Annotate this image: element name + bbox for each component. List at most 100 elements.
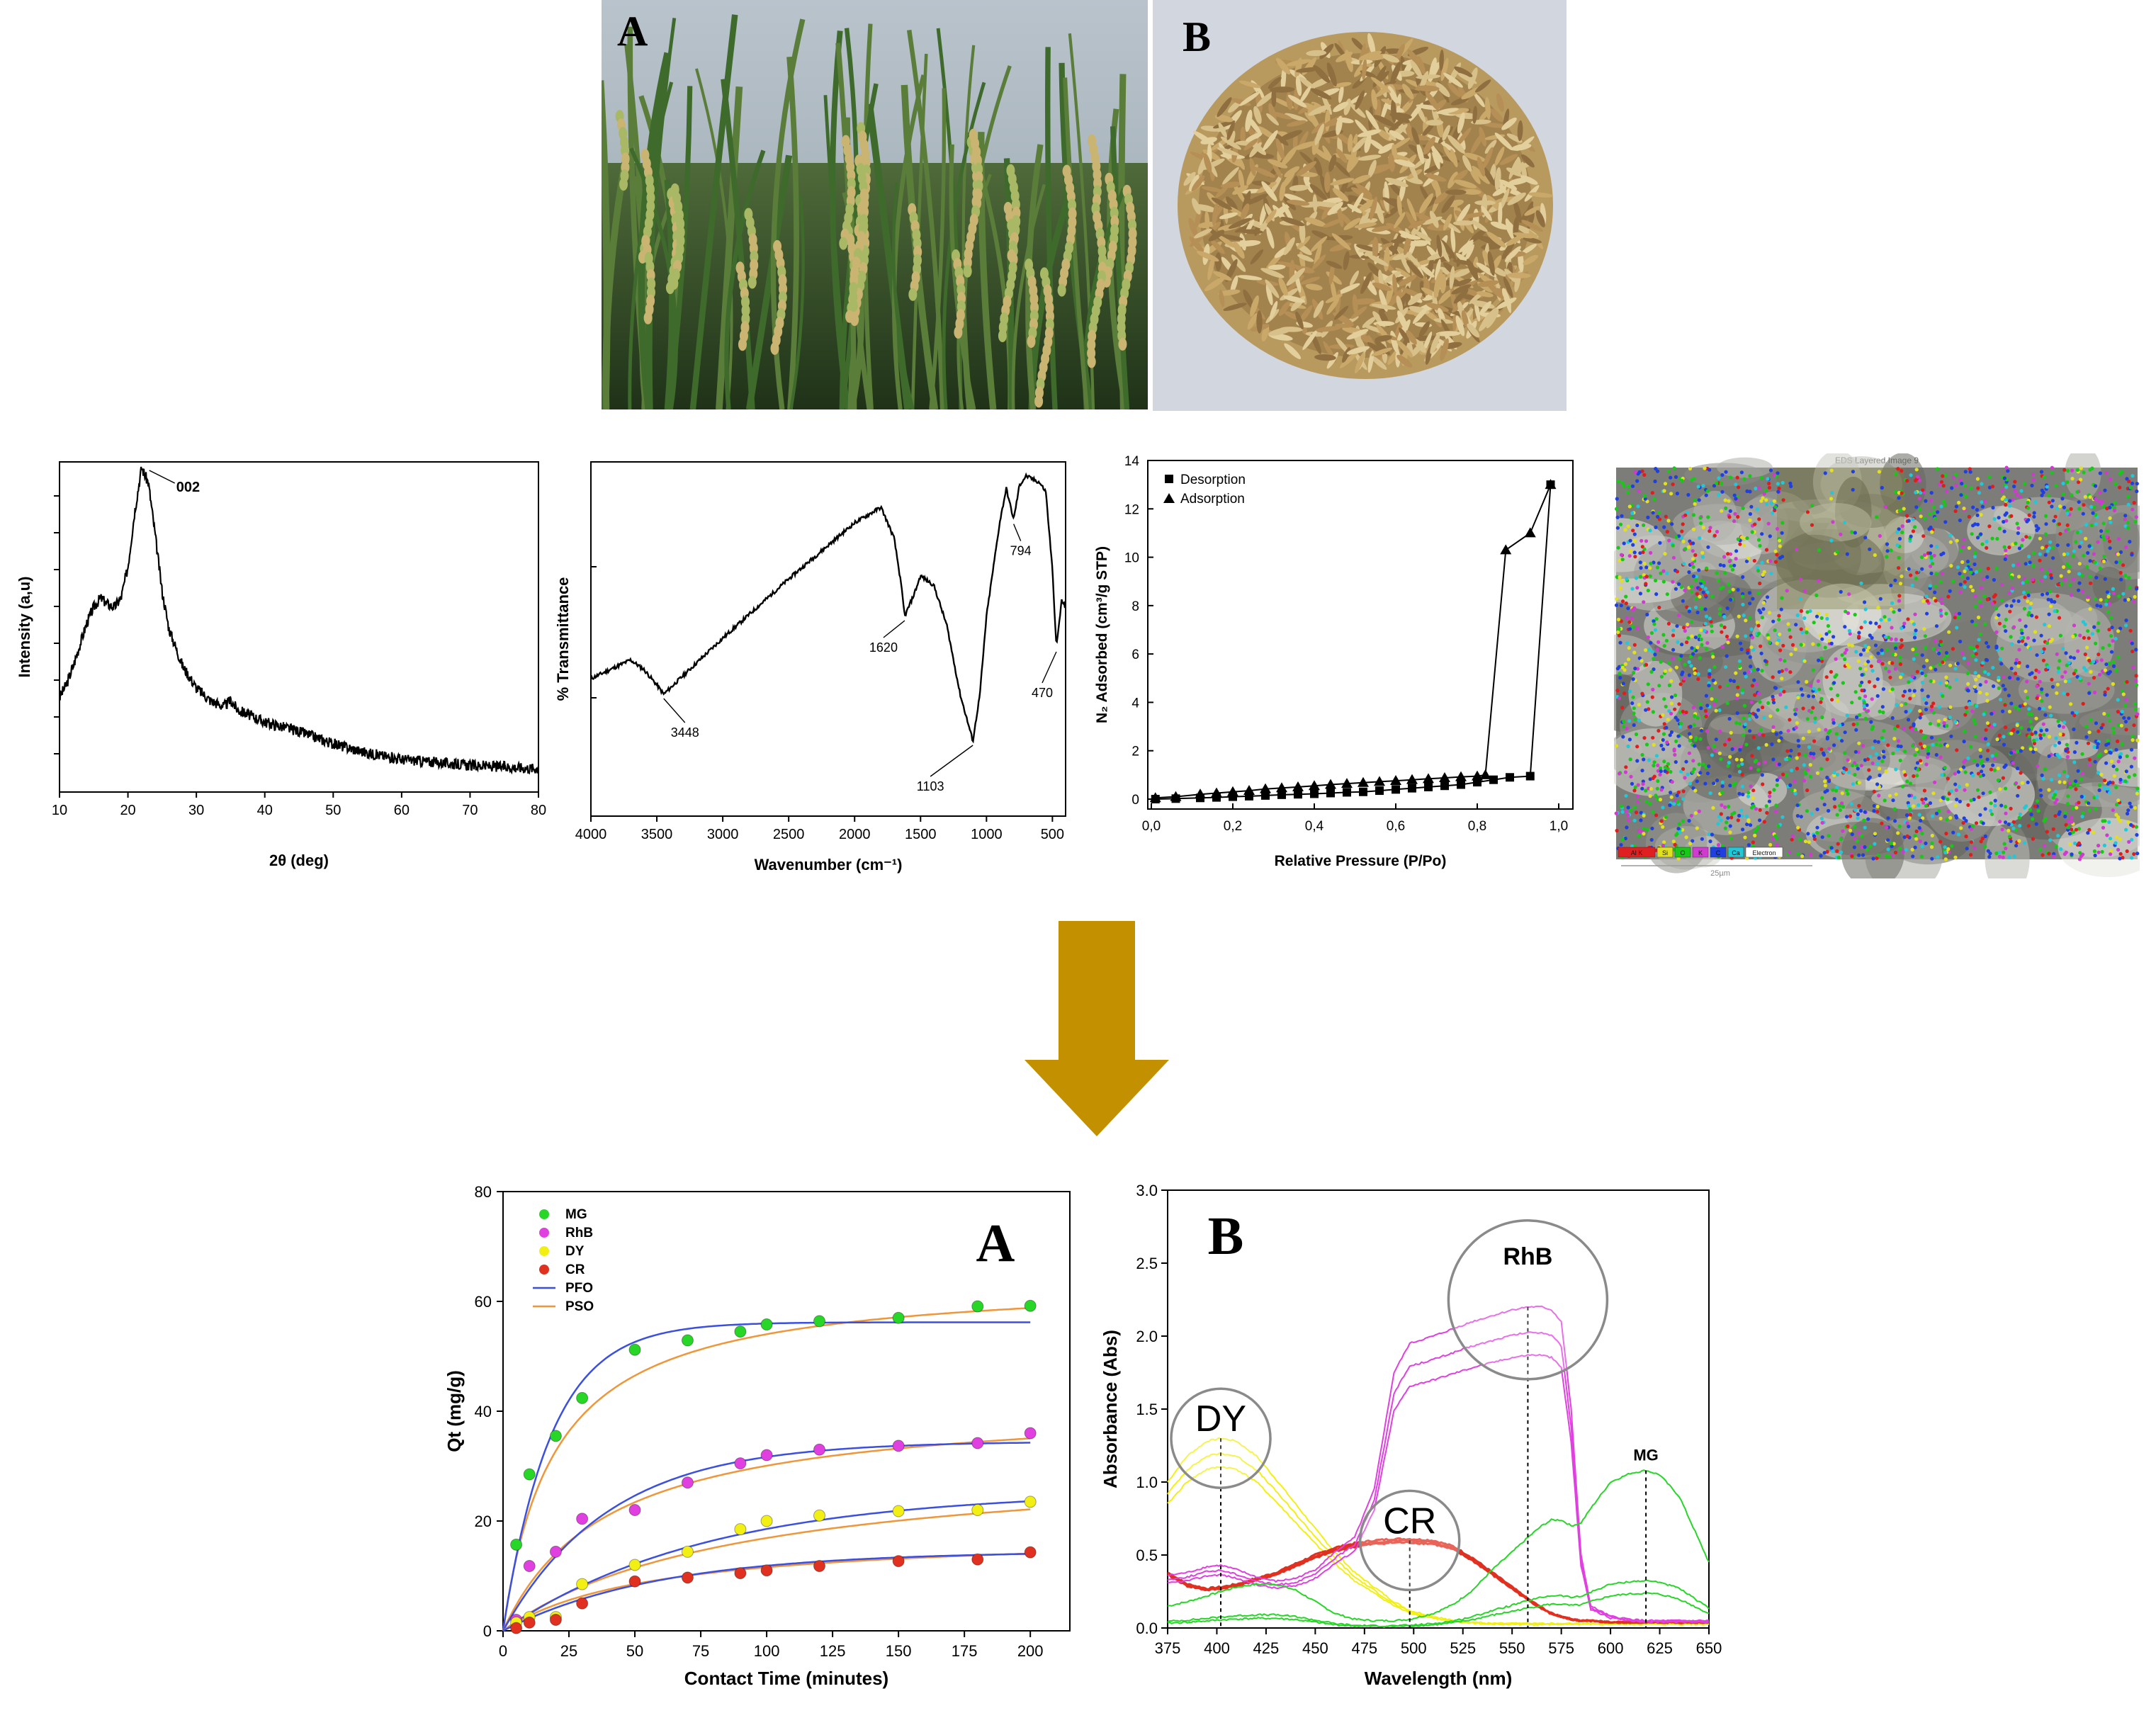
eds-element-dot (1729, 598, 1733, 602)
eds-element-dot (2107, 718, 2111, 723)
husk-grain (1285, 113, 1308, 122)
husk-grain (1241, 203, 1250, 220)
eds-element-dot (1651, 511, 1655, 515)
eds-element-dot (1943, 845, 1947, 849)
eds-element-dot (1941, 660, 1945, 665)
eds-element-dot (1665, 571, 1669, 575)
eds-element-dot (1894, 792, 1898, 796)
eds-element-dot (1840, 791, 1844, 796)
eds-element-dot (2062, 565, 2066, 569)
eds-element-dot (2071, 806, 2075, 810)
eds-element-dot (2108, 780, 2112, 784)
bet-adsorption-point (1406, 774, 1418, 784)
eds-element-dot (2130, 649, 2135, 654)
eds-element-dot (1627, 627, 1632, 631)
husk-grain (1397, 274, 1417, 287)
eds-element-dot (2103, 668, 2108, 672)
husk-grain (1350, 306, 1367, 320)
eds-element-dot (1680, 529, 1684, 533)
husk-grain (1343, 251, 1350, 271)
eds-element-dot (1767, 799, 1771, 803)
eds-element-dot (1890, 601, 1895, 605)
eds-element-dot (2026, 665, 2030, 669)
eds-element-dot (1637, 656, 1642, 660)
eds-element-dot (1840, 801, 1844, 805)
eds-element-dot (1705, 729, 1709, 733)
eds-element-dot (1693, 498, 1697, 502)
eds-element-dot (1870, 725, 1875, 729)
eds-element-dot (2047, 754, 2051, 758)
eds-element-dot (2091, 660, 2096, 664)
eds-element-dot (1642, 832, 1646, 836)
husk-grain (1390, 62, 1401, 84)
eds-element-dot (2034, 668, 2038, 672)
husk-grain (1256, 91, 1275, 107)
eds-element-dot (1824, 728, 1828, 732)
eds-element-dot (2113, 637, 2118, 641)
eds-element-dot (2133, 519, 2138, 524)
eds-element-dot (1886, 838, 1890, 842)
eds-element-dot (1831, 718, 1835, 722)
eds-element-dot (1773, 686, 1778, 690)
eds-element-dot (1742, 543, 1746, 548)
eds-element-dot (1686, 622, 1690, 627)
eds-element-dot (1909, 534, 1913, 538)
eds-element-dot (1879, 618, 1883, 622)
eds-element-dot (1771, 675, 1775, 679)
eds-element-dot (2075, 740, 2079, 745)
eds-element-dot (1694, 735, 1698, 740)
husk-grain (1453, 288, 1469, 304)
eds-element-dot (2032, 514, 2036, 519)
kinetics-ylabel: Qt (mg/g) (444, 1370, 465, 1452)
eds-element-dot (1669, 730, 1674, 735)
eds-element-dot (1703, 621, 1708, 626)
eds-element-dot (1811, 706, 1815, 710)
uvvis-spectrum-line (1167, 1353, 1710, 1624)
eds-element-dot (1839, 837, 1843, 842)
eds-element-dot (1994, 851, 1999, 856)
eds-element-dot (1715, 778, 1720, 783)
eds-element-dot (2064, 850, 2068, 854)
eds-element-dot (1625, 641, 1630, 645)
eds-element-dot (1640, 691, 1644, 696)
eds-element-dot (1700, 837, 1704, 841)
eds-element-dot (2028, 560, 2032, 565)
eds-element-dot (2053, 814, 2058, 818)
eds-element-dot (1959, 826, 1963, 830)
eds-element-dot (1625, 616, 1629, 620)
eds-element-dot (1698, 656, 1702, 660)
husk-grain (1520, 175, 1538, 185)
eds-element-dot (1724, 665, 1728, 669)
eds-element-dot (1943, 766, 1947, 770)
eds-element-dot (1681, 789, 1686, 793)
bet-desorption-point (1506, 773, 1514, 782)
eds-element-dot (1642, 523, 1646, 527)
eds-element-dot (1896, 467, 1900, 471)
eds-grain (1628, 660, 1683, 727)
eds-element-dot (2121, 856, 2125, 860)
eds-element-dot (1696, 672, 1700, 676)
eds-element-dot (1955, 538, 1959, 543)
eds-element-dot (1908, 696, 1912, 701)
husk-grain (1357, 129, 1382, 137)
eds-element-dot (2019, 749, 2023, 753)
husk-grain (1271, 88, 1277, 108)
eds-element-dot (1641, 550, 1645, 555)
rice-grain (849, 299, 858, 312)
eds-element-dot (1948, 589, 1952, 593)
bet-x-tick-label: 0,2 (1224, 819, 1242, 834)
eds-element-dot (1953, 720, 1958, 724)
eds-element-dot (1934, 599, 1938, 603)
eds-element-dot (1654, 617, 1659, 621)
eds-element-dot (1834, 788, 1839, 793)
eds-element-dot (1646, 588, 1650, 593)
eds-element-dot (1687, 660, 1691, 665)
eds-element-dot (1648, 794, 1652, 798)
eds-element-dot (1735, 634, 1739, 638)
eds-element-dot (2124, 623, 2128, 628)
eds-element-dot (1737, 659, 1742, 663)
eds-element-dot (1875, 782, 1880, 786)
eds-element-dot (1761, 782, 1765, 786)
eds-element-dot (2002, 519, 2006, 524)
eds-element-dot (1736, 685, 1740, 689)
